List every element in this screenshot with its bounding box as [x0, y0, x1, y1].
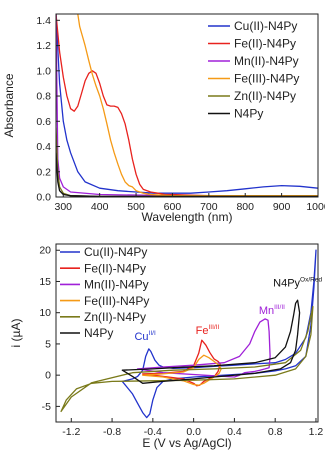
legend-entry: N4Py	[84, 326, 113, 340]
legend-entry: N4Py	[234, 107, 263, 121]
y-axis-label: i (µA)	[9, 319, 23, 348]
chart-voltammogram: -1.2 -0.8 -0.4 0.0 0.4 0.8 1.2 -5 0 5 10 15 20 E (V v…	[9, 243, 324, 450]
series-line-fe-iii-n4py	[77, 14, 318, 197]
series-line-cu-ii-n4py	[121, 249, 317, 419]
y-tick-label: 0.4	[36, 141, 51, 153]
legend-entry: Fe(III)-N4Py	[84, 294, 149, 308]
x-tick-label: 500	[127, 201, 145, 213]
x-tick-label: 0.8	[268, 426, 283, 438]
legend-entry: Cu(II)-N4Py	[234, 19, 297, 33]
x-tick-label: 600	[164, 201, 182, 213]
x-axis-label: E (V vs Ag/AgCl)	[142, 436, 231, 450]
legend-entry: Zn(II)-N4Py	[234, 89, 296, 103]
y-tick-label: 15	[39, 276, 51, 288]
peak-annotation: FeIII/II	[196, 324, 220, 337]
x-tick-label: 1.2	[309, 426, 324, 438]
y-tick-label: 10	[39, 307, 51, 319]
series-line-cu-ii-n4py	[56, 14, 318, 194]
peak-annotation: N4PyOx/Red	[273, 276, 322, 289]
y-tick-label: 5	[45, 338, 51, 350]
legend-entry: Mn(II)-N4Py	[84, 278, 149, 292]
series-line-zn-ii-n4py	[60, 305, 314, 413]
y-tick-label: 0.8	[36, 91, 51, 103]
x-tick-label: -0.4	[144, 426, 162, 438]
legend-entry: Cu(II)-N4Py	[84, 245, 147, 259]
series-line-mn-ii-n4py	[136, 318, 271, 378]
x-tick-label: 800	[236, 201, 254, 213]
legend-entry: Zn(II)-N4Py	[84, 310, 146, 324]
legend-entry: Fe(II)-N4Py	[84, 261, 146, 275]
plot-frame	[55, 243, 319, 423]
legend: Cu(II)-N4Py Fe(II)-N4Py Mn(II)-N4Py Fe(III)…	[60, 245, 149, 340]
series-line-fe-ii-n4py	[56, 14, 318, 197]
y-tick-label: 0	[45, 370, 51, 382]
x-axis-label: Wavelength (nm)	[142, 210, 233, 224]
x-tick-label: 0.0	[186, 426, 201, 438]
x-tick-label: 300	[55, 201, 73, 213]
x-tick-label: 900	[273, 201, 291, 213]
legend-entry: Fe(III)-N4Py	[234, 72, 299, 86]
y-axis-label: Absorbance	[2, 73, 16, 137]
legend: Cu(II)-N4Py Fe(II)-N4Py Mn(II)-N4Py Fe(III)…	[208, 19, 299, 121]
series-line-n4py	[121, 299, 301, 384]
x-tick-label: -0.8	[103, 426, 121, 438]
y-tick-label: 0.0	[36, 192, 51, 204]
legend-entry: Fe(II)-N4Py	[234, 37, 296, 51]
y-tick-label: 0.2	[36, 166, 51, 178]
x-tick-label: 700	[200, 201, 218, 213]
legend-entry: Mn(II)-N4Py	[234, 54, 299, 68]
x-tick-label: -1.2	[62, 426, 80, 438]
x-tick-label: 400	[91, 201, 109, 213]
y-tick-label: 1.0	[36, 65, 51, 77]
peak-annotation: MnIII/II	[259, 304, 285, 317]
y-tick-label: 1.2	[36, 40, 51, 52]
peak-annotation: CuII/I	[134, 330, 155, 343]
x-tick-label: 0.4	[227, 426, 242, 438]
y-tick-label: 20	[39, 245, 51, 257]
series-line-n4py	[56, 152, 318, 197]
plot-frame	[55, 13, 319, 198]
series-line-fe-ii-n4py	[142, 339, 221, 387]
y-tick-label: -5	[42, 401, 51, 413]
y-tick-label: 0.6	[36, 116, 51, 128]
y-tick-label: 1.4	[36, 15, 51, 27]
